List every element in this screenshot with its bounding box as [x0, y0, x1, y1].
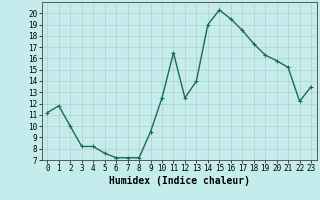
X-axis label: Humidex (Indice chaleur): Humidex (Indice chaleur)	[109, 176, 250, 186]
